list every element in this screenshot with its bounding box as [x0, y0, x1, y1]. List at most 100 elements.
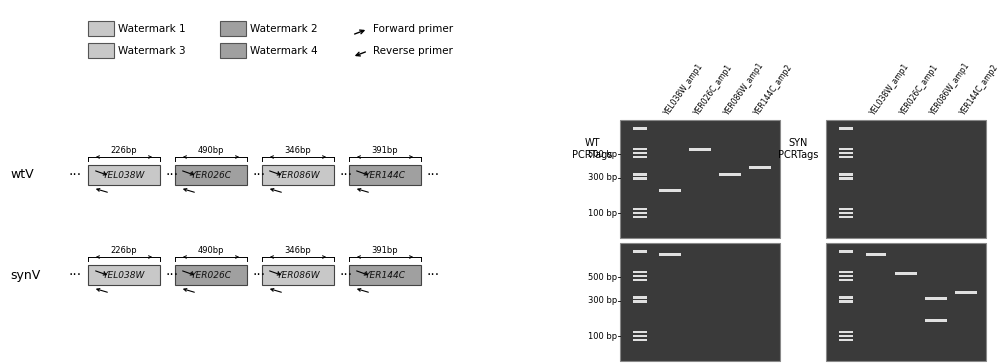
Bar: [839, 178, 853, 180]
Bar: [866, 253, 886, 256]
Text: YER086W: YER086W: [276, 171, 320, 179]
Bar: [689, 148, 711, 151]
Text: 100 bp: 100 bp: [588, 331, 617, 340]
Bar: [88, 43, 114, 58]
Text: Watermark 2: Watermark 2: [250, 24, 318, 34]
Text: Watermark 4: Watermark 4: [250, 46, 318, 56]
Bar: [633, 216, 647, 218]
Bar: [633, 301, 647, 303]
Bar: [633, 156, 647, 158]
Bar: [220, 21, 246, 36]
Bar: [839, 152, 853, 154]
Bar: [633, 152, 647, 154]
Text: YEL038W: YEL038W: [103, 171, 145, 179]
Text: ···: ···: [165, 168, 179, 182]
Bar: [895, 272, 917, 275]
Text: Watermark 3: Watermark 3: [118, 46, 186, 56]
Bar: [839, 156, 853, 158]
Bar: [88, 165, 160, 185]
Text: WT
PCRTags: WT PCRTags: [572, 138, 612, 160]
Text: YER086W: YER086W: [276, 270, 320, 280]
Bar: [839, 174, 853, 176]
Text: ···: ···: [68, 268, 82, 282]
Text: YER144C_amp2: YER144C_amp2: [753, 62, 794, 117]
Bar: [839, 335, 853, 337]
Bar: [749, 166, 771, 169]
Text: ···: ···: [68, 168, 82, 182]
Text: 300 bp: 300 bp: [588, 296, 617, 305]
Text: 500 bp: 500 bp: [588, 273, 617, 282]
Text: Reverse primer: Reverse primer: [373, 46, 453, 56]
Bar: [633, 335, 647, 337]
Text: Forward primer: Forward primer: [373, 24, 453, 34]
Bar: [839, 126, 853, 130]
Text: YER144C: YER144C: [364, 171, 406, 179]
Bar: [620, 243, 780, 361]
Bar: [839, 216, 853, 218]
Text: 490bp: 490bp: [198, 246, 224, 255]
Text: SYN
PCRTags: SYN PCRTags: [778, 138, 818, 160]
Text: 500 bp: 500 bp: [588, 150, 617, 159]
Text: YEL038W: YEL038W: [103, 270, 145, 280]
Text: ···: ···: [252, 168, 266, 182]
Bar: [839, 339, 853, 341]
Bar: [839, 271, 853, 273]
Text: 391bp: 391bp: [372, 246, 398, 255]
Bar: [925, 297, 947, 300]
Text: 391bp: 391bp: [372, 146, 398, 155]
Bar: [826, 243, 986, 361]
Bar: [633, 126, 647, 130]
Bar: [175, 165, 247, 185]
Bar: [620, 120, 780, 238]
Bar: [349, 165, 421, 185]
Bar: [633, 297, 647, 299]
Bar: [633, 339, 647, 341]
Text: 346bp: 346bp: [285, 146, 311, 155]
Bar: [839, 275, 853, 277]
Text: 226bp: 226bp: [111, 146, 137, 155]
Text: 300 bp: 300 bp: [588, 173, 617, 182]
Text: YEL038W_amp1: YEL038W_amp1: [869, 62, 911, 117]
Bar: [925, 319, 947, 322]
Bar: [633, 178, 647, 180]
Bar: [633, 271, 647, 273]
Text: Watermark 1: Watermark 1: [118, 24, 186, 34]
Text: ···: ···: [252, 268, 266, 282]
Text: ···: ···: [165, 268, 179, 282]
Bar: [826, 120, 986, 238]
Text: 100 bp: 100 bp: [588, 208, 617, 217]
Bar: [839, 301, 853, 303]
Text: YER144C: YER144C: [364, 270, 406, 280]
Text: ···: ···: [339, 168, 353, 182]
Text: YER086W_amp1: YER086W_amp1: [929, 61, 972, 117]
Bar: [175, 265, 247, 285]
Bar: [633, 148, 647, 150]
Text: wtV: wtV: [10, 168, 34, 182]
Bar: [839, 249, 853, 253]
Text: 490bp: 490bp: [198, 146, 224, 155]
Text: YER026C: YER026C: [190, 270, 232, 280]
Bar: [839, 212, 853, 214]
Bar: [262, 265, 334, 285]
Bar: [633, 275, 647, 277]
Bar: [839, 297, 853, 299]
Bar: [719, 173, 741, 176]
Bar: [633, 174, 647, 176]
Bar: [220, 43, 246, 58]
Bar: [262, 165, 334, 185]
Bar: [633, 249, 647, 253]
Bar: [633, 212, 647, 214]
Bar: [349, 265, 421, 285]
Text: YER026C_amp1: YER026C_amp1: [693, 62, 734, 117]
Bar: [88, 265, 160, 285]
Text: 226bp: 226bp: [111, 246, 137, 255]
Bar: [839, 331, 853, 333]
Bar: [659, 253, 681, 256]
Bar: [839, 208, 853, 210]
Text: YER026C: YER026C: [190, 171, 232, 179]
Text: ···: ···: [339, 268, 353, 282]
Text: ···: ···: [426, 268, 440, 282]
Bar: [633, 331, 647, 333]
Text: synV: synV: [10, 269, 40, 281]
Bar: [839, 148, 853, 150]
